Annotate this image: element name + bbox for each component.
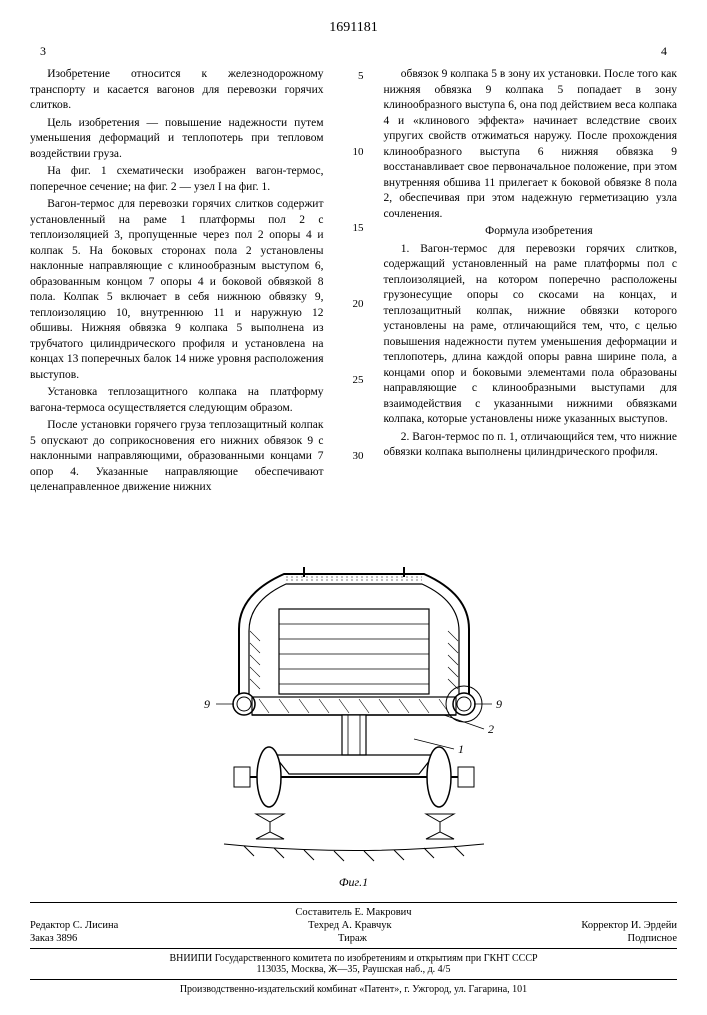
claim: 2. Вагон-термос по п. 1, отличающийся те… — [384, 430, 678, 461]
paragraph: На фиг. 1 схематически изображен вагон-т… — [30, 164, 324, 195]
print-org: Производственно-издательский комбинат «П… — [30, 979, 677, 995]
subscription: Подписное — [628, 933, 677, 944]
ref-label-9-right: 9 — [496, 697, 502, 711]
paragraph: Вагон-термос для перевозки горячих слитк… — [30, 197, 324, 383]
paragraph: обвязок 9 колпака 5 в зону их установки.… — [384, 67, 678, 222]
footer: Составитель Е. Макрович Редактор С. Лиси… — [30, 902, 677, 995]
doc-number: 1691181 — [30, 20, 677, 36]
tech: Техред А. Кравчук — [308, 920, 391, 931]
line-marker: 10 — [344, 145, 364, 221]
ref-label-9-left: 9 — [204, 697, 210, 711]
line-number-gutter: 5 10 15 20 25 30 — [344, 67, 364, 525]
line-marker: 15 — [344, 221, 364, 297]
paragraph: Цель изобретения — повышение надежности … — [30, 116, 324, 163]
wagon-diagram-svg: 9 9 1 2 — [164, 539, 544, 869]
ref-label-1: 1 — [458, 742, 464, 756]
left-column: Изобретение относится к железнодорожному… — [30, 67, 324, 525]
right-col-page-num: 4 — [661, 44, 667, 59]
claim: 1. Вагон-термос для перевозки горячих сл… — [384, 242, 678, 428]
publisher-org: ВНИИПИ Государственного комитета по изоб… — [30, 953, 677, 964]
paragraph: Установка теплозащитного колпака на плат… — [30, 385, 324, 416]
compiler: Составитель Е. Макрович — [295, 907, 411, 918]
publisher-addr: 113035, Москва, Ж—35, Раушская наб., д. … — [30, 964, 677, 975]
figure-1: 9 9 1 2 Фиг.1 — [30, 539, 677, 890]
line-marker: 20 — [344, 297, 364, 373]
tirage: Тираж — [338, 933, 367, 944]
paragraph: После установки горячего груза теплозащи… — [30, 418, 324, 496]
formula-title: Формула изобретения — [384, 224, 678, 240]
editor: Редактор С. Лисина — [30, 920, 118, 931]
line-marker: 5 — [344, 69, 364, 145]
figure-caption: Фиг.1 — [30, 875, 677, 890]
line-marker: 25 — [344, 373, 364, 449]
ref-label-2: 2 — [488, 722, 494, 736]
paragraph: Изобретение относится к железнодорожному… — [30, 67, 324, 114]
left-col-page-num: 3 — [40, 44, 46, 59]
corrector: Корректор И. Эрдейи — [581, 920, 677, 931]
right-column: обвязок 9 колпака 5 в зону их установки.… — [384, 67, 678, 525]
line-marker: 30 — [344, 449, 364, 525]
order: Заказ 3896 — [30, 933, 77, 944]
